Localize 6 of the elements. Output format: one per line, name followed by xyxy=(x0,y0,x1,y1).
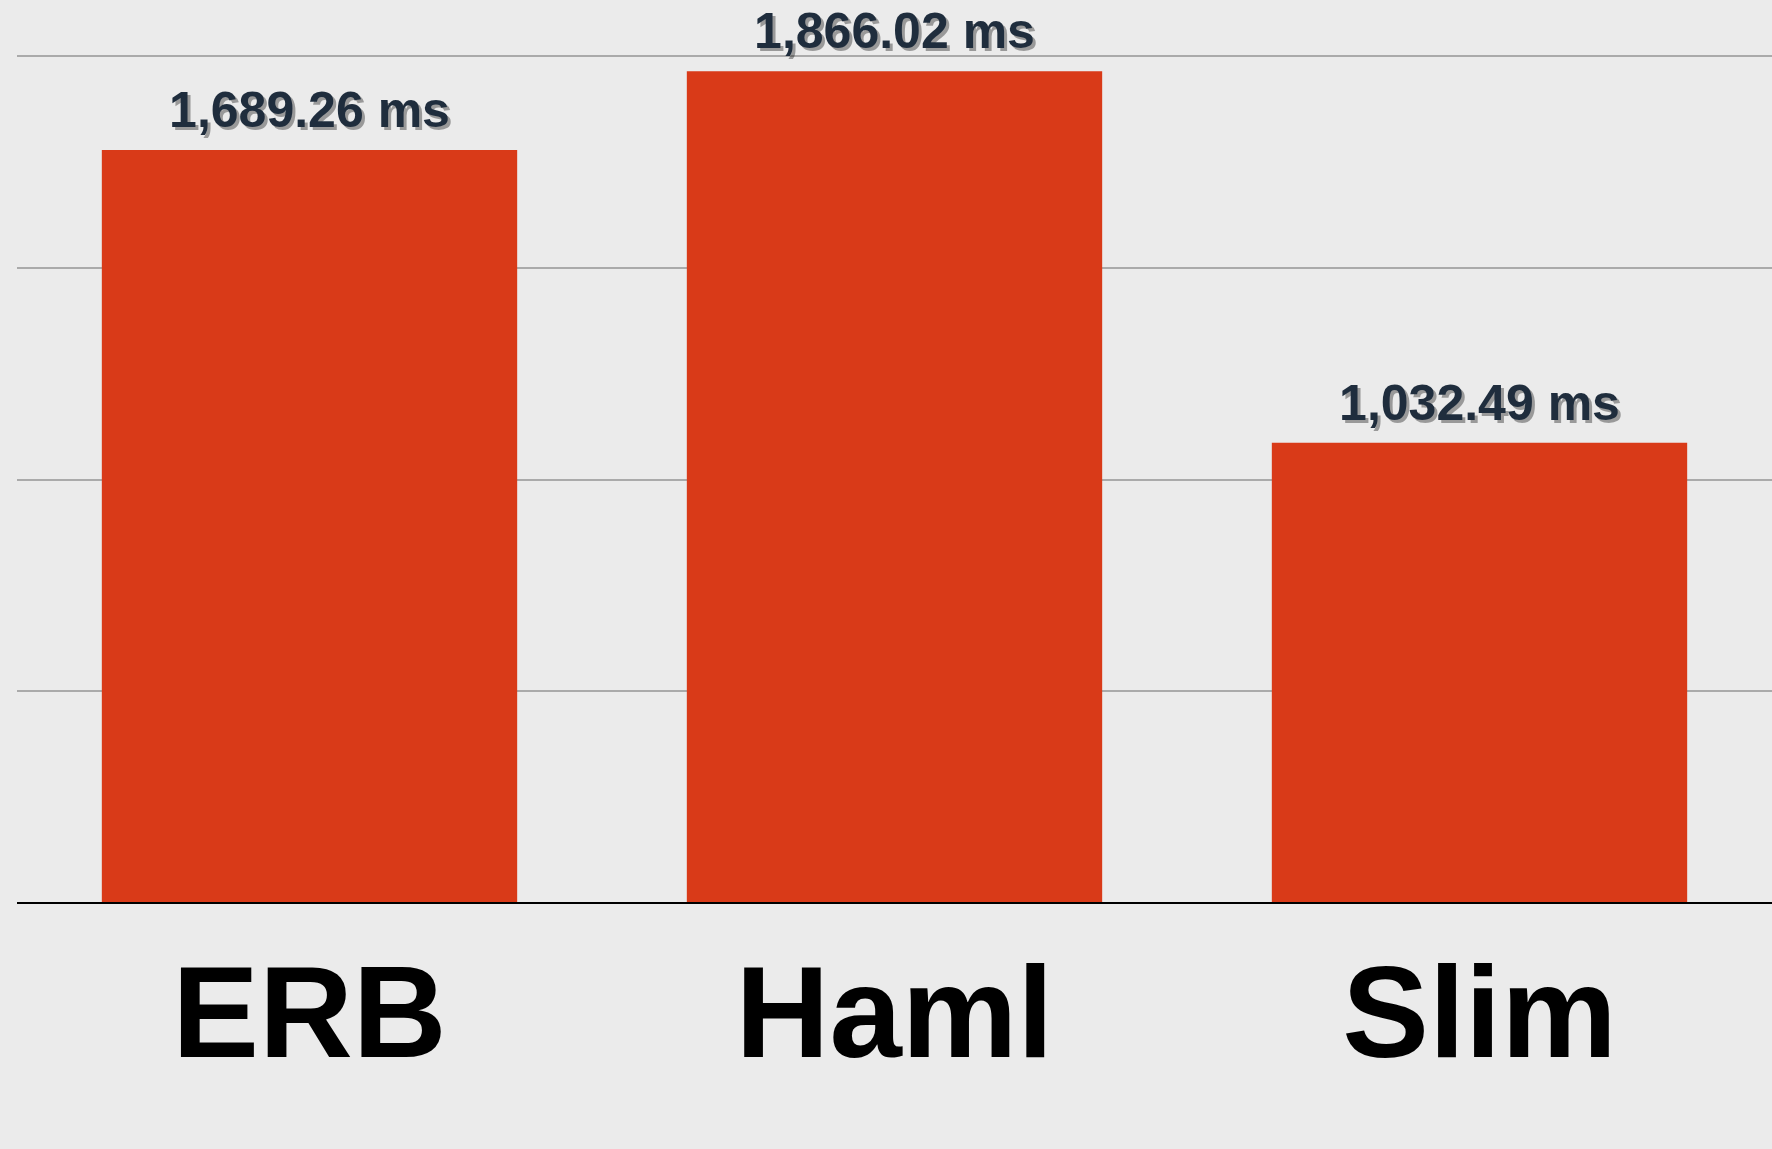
x-tick-label: Haml xyxy=(735,938,1054,1085)
data-label: 1,689.26 ms xyxy=(172,84,453,141)
x-tick-label: ERB xyxy=(172,938,447,1085)
x-tick-label: Slim xyxy=(1342,938,1617,1085)
data-label: 1,866.02 ms xyxy=(757,5,1038,62)
data-label: 1,032.49 ms xyxy=(1342,377,1623,434)
